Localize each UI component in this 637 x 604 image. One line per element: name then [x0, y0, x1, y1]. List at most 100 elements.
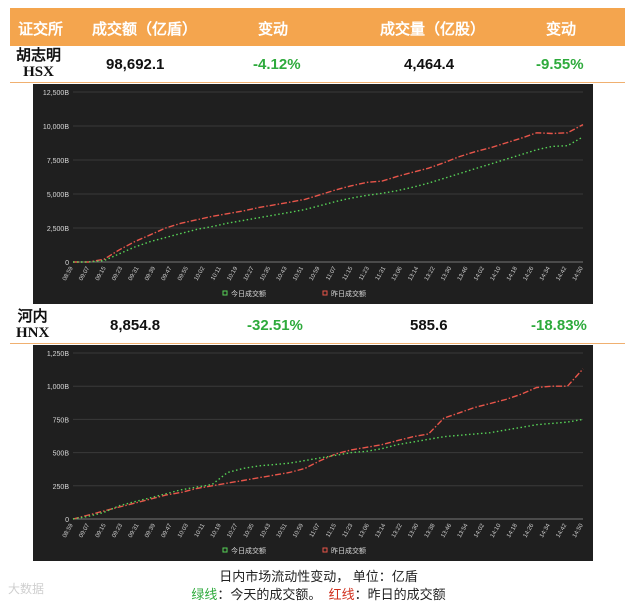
y-tick-label: 12,500B	[43, 90, 69, 97]
caption-line-2: 绿线：今天的成交额。 红线：昨日的成交额	[0, 584, 637, 603]
y-tick-label: 1,000B	[47, 384, 70, 391]
volume-value: 4,464.4	[404, 56, 455, 73]
legend-label: 今日成交额	[231, 289, 266, 298]
x-tick-label: 09:15	[95, 265, 108, 282]
x-tick-label: 10:11	[194, 522, 207, 538]
x-tick-label: 11:15	[325, 522, 338, 538]
x-tick-label: 09:47	[161, 522, 174, 539]
x-tick-label: 10:43	[276, 265, 289, 282]
x-tick-label: 14:34	[539, 265, 552, 282]
x-tick-label: 14:10	[490, 265, 503, 282]
x-tick-label: 10:35	[243, 522, 256, 539]
x-tick-label: 09:07	[78, 522, 91, 539]
x-tick-label: 09:07	[78, 265, 91, 282]
x-tick-label: 09:47	[161, 265, 174, 282]
x-tick-label: 10:11	[210, 265, 223, 281]
legend-swatch	[222, 290, 228, 296]
legend-swatch	[322, 547, 328, 553]
exchange-code: HSX	[23, 64, 54, 80]
x-tick-label: 14:50	[572, 265, 585, 282]
x-tick-label: 13:06	[358, 522, 371, 539]
turnover-change: -32.51%	[247, 317, 303, 334]
x-tick-label: 10:35	[259, 265, 272, 282]
x-tick-label: 11:31	[375, 265, 388, 281]
turnover-value: 8,854.8	[110, 317, 161, 334]
header-exchange: 证交所	[18, 21, 64, 38]
y-tick-label: 2,500B	[47, 226, 70, 233]
x-tick-label: 14:34	[539, 522, 552, 539]
x-tick-label: 10:27	[243, 265, 256, 282]
turnover-value: 98,692.1	[106, 56, 165, 73]
x-tick-label: 13:38	[424, 522, 437, 539]
x-tick-label: 14:02	[473, 265, 486, 282]
y-tick-label: 500B	[53, 451, 70, 458]
x-tick-label: 14:18	[506, 265, 519, 282]
red-line-label: 红线	[328, 587, 355, 602]
x-tick-label: 10:59	[292, 522, 305, 539]
x-tick-label: 10:19	[227, 265, 240, 282]
chart-hnx-svg: 0 250B 500B 750B 1,000B 1,250B 08:59 09:07 09:15…	[47, 351, 585, 555]
x-tick-label: 08:59	[62, 265, 75, 282]
x-tick-label: 09:39	[144, 522, 157, 539]
x-tick-label: 14:50	[572, 522, 585, 539]
table-row-hsx: 胡志明 HSX 98,692.1 -4.12% 4,464.4 -9.55%	[10, 46, 625, 83]
series-line	[73, 136, 584, 263]
x-tick-label: 10:02	[194, 265, 207, 282]
x-tick-label: 14:10	[490, 522, 503, 539]
x-tick-label: 14:42	[556, 265, 569, 282]
legend-label: 昨日成交额	[331, 546, 366, 555]
chart-hnx: 0 250B 500B 750B 1,000B 1,250B 08:59 09:07 09:15…	[33, 345, 593, 561]
x-tick-label: 10:27	[227, 522, 240, 539]
series-line	[73, 123, 584, 263]
x-tick-label: 13:54	[457, 522, 470, 539]
turnover-change: -4.12%	[253, 56, 301, 73]
chart-hsx: 0 2,500B 5,000B 7,500B 10,000B 12,500B 08:59 09…	[33, 84, 593, 304]
legend-swatch	[322, 290, 328, 296]
table-row-hnx: 河内 HNX 8,854.8 -32.51% 585.6 -18.83%	[10, 307, 625, 344]
x-tick-label: 13:30	[408, 522, 421, 539]
x-tick-label: 13:22	[391, 522, 404, 539]
green-line-label: 绿线	[191, 587, 218, 602]
y-tick-label: 1,250B	[47, 351, 70, 358]
x-tick-label: 08:59	[62, 522, 75, 539]
y-tick-label: 250B	[53, 484, 70, 491]
x-tick-label: 14:18	[506, 522, 519, 539]
x-tick-label: 13:46	[457, 265, 470, 282]
volume-change: -18.83%	[531, 317, 587, 334]
x-tick-label: 10:51	[292, 265, 305, 282]
exchange-code: HNX	[16, 325, 50, 341]
x-tick-label: 13:46	[440, 522, 453, 539]
x-tick-label: 09:55	[177, 265, 190, 282]
y-tick-label: 0	[65, 517, 69, 524]
y-tick-label: 0	[65, 260, 69, 267]
x-tick-label: 10:59	[309, 265, 322, 282]
x-tick-label: 10:19	[210, 522, 223, 539]
x-tick-label: 10:43	[259, 522, 272, 539]
y-tick-label: 7,500B	[47, 158, 70, 165]
table-header: 证交所 成交额（亿盾） 变动 成交量（亿股） 变动	[10, 8, 625, 46]
exchange-cell: 河内 HNX	[16, 309, 49, 341]
y-tick-label: 5,000B	[47, 192, 70, 199]
x-tick-label: 09:39	[144, 265, 157, 282]
x-tick-label: 11:07	[325, 265, 338, 281]
watermark-logo: 大数据	[8, 580, 44, 597]
x-tick-label: 13:14	[375, 522, 388, 539]
exchange-cell: 胡志明 HSX	[16, 48, 61, 80]
legend-label: 昨日成交额	[331, 289, 366, 298]
x-tick-label: 10:03	[177, 522, 190, 539]
x-tick-label: 14:02	[473, 522, 486, 539]
header-volume: 成交量（亿股）	[380, 21, 486, 38]
y-tick-label: 10,000B	[43, 124, 69, 131]
volume-value: 585.6	[410, 317, 448, 334]
legend-swatch	[222, 547, 228, 553]
watermark-text: 大数据	[8, 582, 45, 596]
header-change-2: 变动	[546, 21, 577, 38]
volume-change: -9.55%	[536, 56, 584, 73]
y-tick-label: 750B	[53, 417, 70, 424]
exchange-name: 胡志明	[16, 48, 62, 64]
legend-label: 今日成交额	[231, 546, 266, 555]
x-tick-label: 11:23	[342, 522, 355, 538]
exchange-name: 河内	[17, 309, 48, 325]
x-tick-label: 09:31	[128, 265, 141, 282]
